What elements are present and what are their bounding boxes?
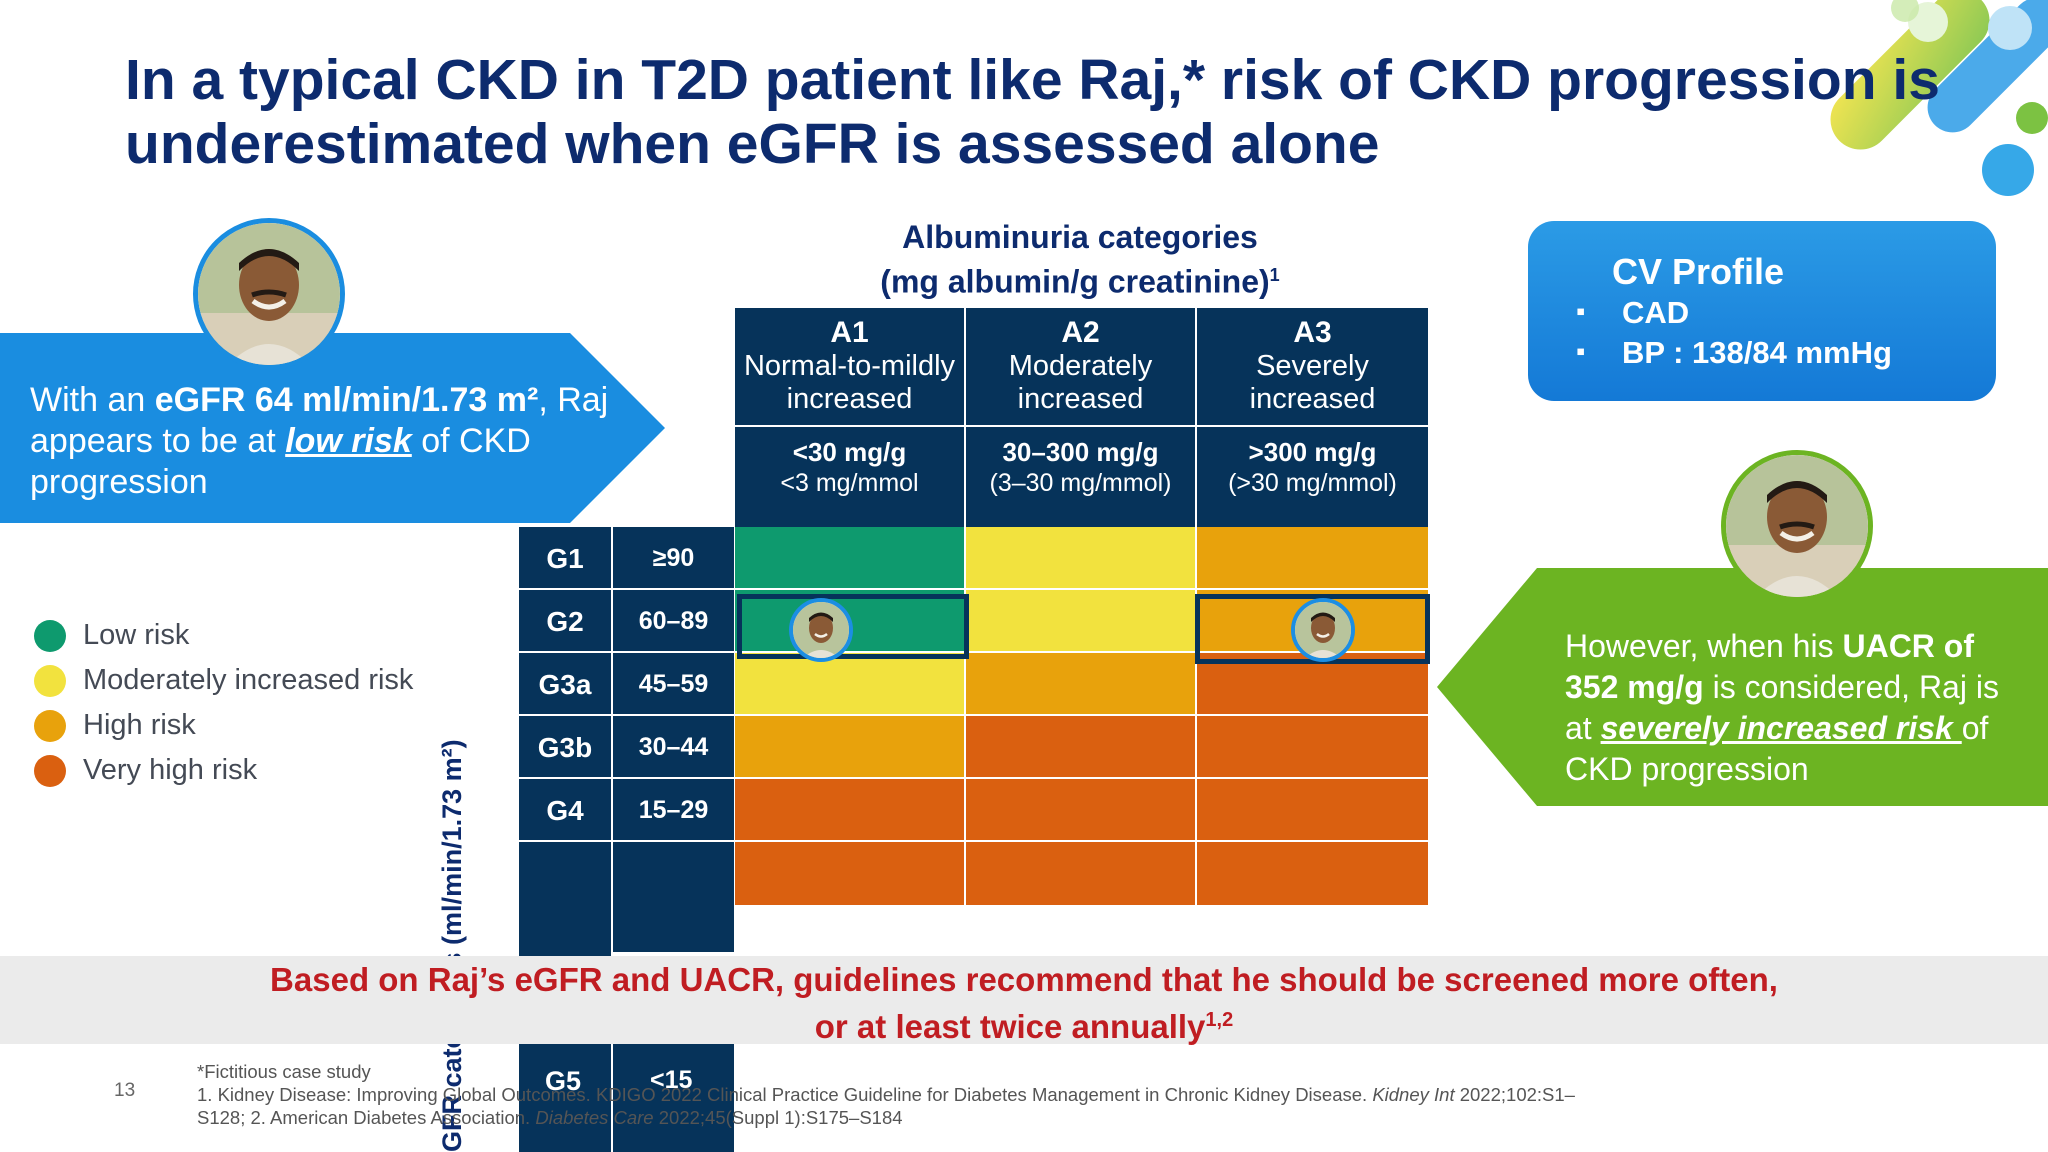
legend-item-very-high: Very high risk — [34, 749, 413, 792]
legend-label: Moderately increased risk — [83, 664, 414, 696]
col-threshold-a2: 30–300 mg/g (3–30 mg/mmol) — [966, 427, 1197, 527]
row-code-g2: G2 — [519, 590, 611, 653]
cv-item-bp: BP : 138/84 mmHg — [1576, 331, 1996, 373]
legend-label: Very high risk — [83, 754, 258, 786]
slide-number: 13 — [114, 1080, 136, 1101]
cv-item-cad: CAD — [1576, 291, 1996, 333]
cv-profile-box: CV Profile CAD BP : 138/84 mmHg — [1528, 221, 1996, 401]
patient-marker-uacr — [1291, 598, 1355, 662]
albuminuria-title: Albuminuria categories (mg albumin/g cre… — [880, 219, 1280, 300]
legend-label: Low risk — [83, 619, 190, 651]
recommendation-banner: Based on Raj’s eGFR and UACR, guidelines… — [0, 956, 2048, 1045]
legend-dot-low — [34, 619, 66, 652]
row-code-g5: G5 — [545, 1066, 582, 1096]
row-range-g3a: 45–59 — [613, 653, 734, 716]
risk-cell-g3a-a1 — [735, 653, 966, 716]
legend-dot-very-high — [34, 754, 66, 787]
left-callout-text: With an eGFR 64 ml/min/1.73 m², Raj appe… — [30, 381, 609, 501]
row-range-g5: <15 — [650, 1066, 693, 1094]
egfr-position-highlight — [737, 594, 969, 659]
row-range-g2: 60–89 — [613, 590, 734, 653]
risk-cell-g4-a2 — [966, 779, 1197, 842]
row-range-g4: 15–29 — [613, 779, 734, 842]
risk-cell-g5-a3 — [1197, 842, 1428, 905]
right-callout-text: However, when his UACR of 352 mg/g is co… — [1565, 628, 1999, 787]
risk-cell-g3b-a3 — [1197, 716, 1428, 779]
row-range-g3b: 30–44 — [613, 716, 734, 779]
legend-label: High risk — [83, 709, 196, 741]
risk-cell-g4-a1 — [735, 779, 966, 842]
decorative-corner-graphic — [1830, 0, 2048, 196]
row-code-g1: G1 — [519, 527, 611, 590]
col-threshold-a3: >300 mg/g (>30 mg/mmol) — [1197, 427, 1428, 527]
row-range-g1: ≥90 — [613, 527, 734, 590]
risk-cell-g3b-a2 — [966, 716, 1197, 779]
cv-profile-title: CV Profile — [1612, 251, 1785, 292]
risk-cell-g3a-a2 — [966, 653, 1197, 716]
legend-item-high: High risk — [34, 704, 413, 747]
risk-cell-g4-a3 — [1197, 779, 1428, 842]
risk-legend: Low risk Moderately increased risk High … — [34, 614, 413, 794]
risk-cell-g1-a3 — [1197, 527, 1428, 590]
patient-marker-egfr — [789, 598, 853, 662]
legend-dot-high — [34, 709, 66, 742]
col-header-a2: A2 Moderately increased — [966, 308, 1197, 427]
patient-avatar — [193, 218, 345, 370]
patient-avatar-right — [1721, 450, 1873, 602]
slide-title: In a typical CKD in T2D patient like Raj… — [125, 48, 1940, 176]
legend-item-moderate: Moderately increased risk — [34, 659, 413, 702]
col-header-a1: A1 Normal-to-mildly increased — [735, 308, 966, 427]
row-code-g4: G4 — [519, 779, 611, 842]
risk-cell-g5-a1 — [735, 842, 966, 905]
col-threshold-a1: <30 mg/g <3 mg/mmol — [735, 427, 966, 527]
footnotes: *Fictitious case study 1. Kidney Disease… — [197, 1061, 1575, 1128]
risk-cell-g1-a1 — [735, 527, 966, 590]
row-range-filler — [613, 842, 734, 952]
legend-item-low: Low risk — [34, 614, 413, 657]
risk-cell-g3b-a1 — [735, 716, 966, 779]
row-code-g3a: G3a — [519, 653, 611, 716]
risk-cell-g5-a2 — [966, 842, 1197, 905]
row-range-filler-bottom — [613, 1044, 734, 1152]
risk-cell-g2-a2 — [966, 590, 1197, 653]
left-callout-arrow — [0, 333, 665, 523]
uacr-position-highlight — [1195, 594, 1430, 664]
row-code-g3b: G3b — [519, 716, 611, 779]
right-callout-arrow — [1437, 568, 2048, 806]
col-header-a3: A3 Severely increased — [1197, 308, 1428, 427]
legend-dot-moderate — [34, 664, 66, 697]
risk-cell-g1-a2 — [966, 527, 1197, 590]
